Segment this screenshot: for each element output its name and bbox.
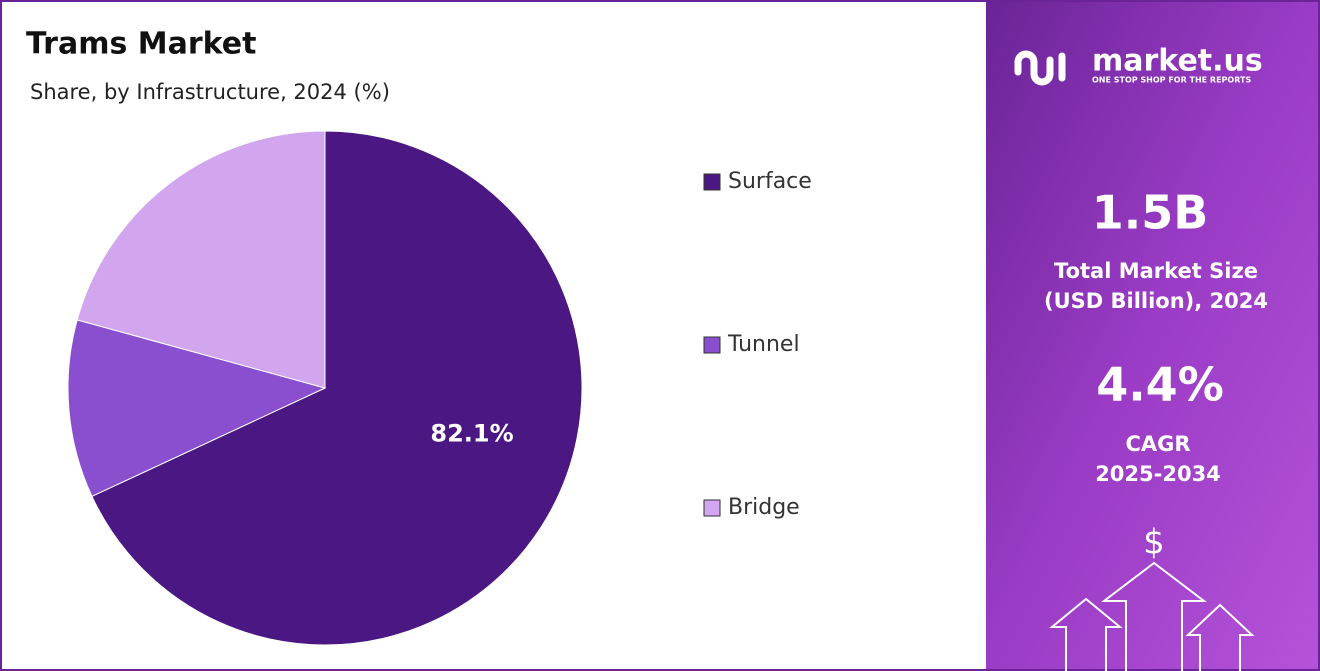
data-label: 82.1% bbox=[430, 419, 513, 447]
cagr-label: CAGR bbox=[1125, 432, 1190, 456]
market-size-label: (USD Billion), 2024 bbox=[1044, 289, 1268, 313]
dollar-icon: $ bbox=[1143, 523, 1165, 563]
pie-slice bbox=[76, 130, 326, 389]
arrows bbox=[1049, 561, 1255, 671]
market-size-label: Total Market Size bbox=[1054, 259, 1258, 283]
legend-swatch bbox=[703, 336, 721, 354]
brand: market.us bbox=[1092, 44, 1263, 79]
legend-label: Tunnel bbox=[727, 332, 800, 357]
legend-swatch bbox=[703, 499, 721, 517]
logo-icon bbox=[1014, 50, 1066, 86]
chart-subtitle: Share, by Infrastructure, 2024 (%) bbox=[30, 80, 390, 104]
pie-slice bbox=[67, 319, 327, 497]
legend-label: Surface bbox=[728, 169, 812, 194]
pie-slice bbox=[91, 130, 583, 646]
tagline: ONE STOP SHOP FOR THE REPORTS bbox=[1092, 76, 1251, 85]
chart-title: Trams Market bbox=[26, 27, 257, 62]
legend-label: Bridge bbox=[728, 495, 800, 520]
cagr: 4.4% bbox=[1096, 358, 1224, 412]
legend-swatch bbox=[703, 173, 721, 191]
cagr-label: 2025-2034 bbox=[1095, 462, 1221, 486]
side-panel bbox=[986, 2, 1318, 669]
market-size: 1.5B bbox=[1092, 186, 1209, 240]
